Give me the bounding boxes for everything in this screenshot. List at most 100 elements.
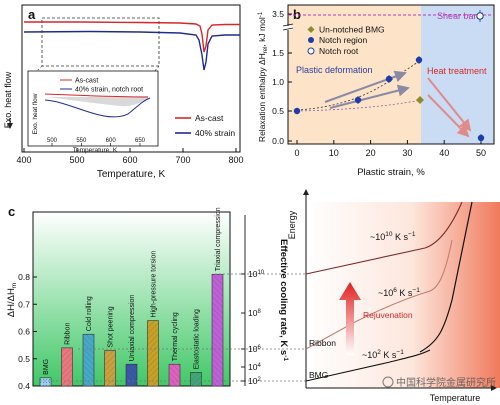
panel-b-ytick-label: 1.0 [272,77,284,87]
bar-label: Elastostatic loading [194,309,201,369]
label-1e2: ~102 K s−1 [362,349,404,360]
cooling-tick-label: 108 [248,308,261,318]
inset-legend-strain: 40% strain, notch root [75,87,143,94]
notch-root-point [476,12,484,20]
watermark-logo [382,376,394,388]
rejuvenation-arrow [339,282,361,355]
cooling-tick-label: 1010 [248,269,265,279]
panel-b-ytick-label: 1.5 [272,48,284,58]
inset-shaded-area [48,96,148,107]
bar-hatch [104,350,116,386]
label-ribbon: Ribbon [309,338,336,348]
bar-hatch [190,372,202,386]
panel-a-legend: As-cast 40% strain [175,113,235,138]
curve-as-cast [24,21,240,53]
panel-a-letter: a [28,7,36,22]
legend-notch-root-marker [307,47,315,55]
panel-a-xtick-label: 400 [16,155,31,165]
notch-root-points [476,10,484,22]
legend-40-strain-label: 40% strain [195,128,235,138]
panel-a-xtick-label: 500 [69,155,84,165]
temperature-axis-label: Temperature [430,393,481,403]
liquid-line [419,201,473,353]
legend-notch-root-label: Notch root [319,46,359,56]
inset-xtick-label: 550 [76,138,87,144]
inset-curve-as-cast [44,93,149,98]
panel-b-xtick-label: 30 [402,148,412,158]
plastic-arrow-2 [329,84,410,109]
inset-xticks: 500 550 600 650 [47,138,146,146]
curve-1e6 [305,239,453,350]
panel-b-ylabel: Relaxation enthalpy ΔHrel, kJ mol-1 [257,11,269,142]
cooling-tick-label: 104 [248,362,261,372]
panel-c-ytick-label: 0.8 [18,272,30,282]
panel-a-zoom-box [41,17,160,67]
bar-label: Thermal cycling [172,312,179,361]
panel-a-xlabel: Temperature, K [97,169,166,180]
legend-unnotched-marker [307,26,315,33]
panel-c-bars: BMG Ribbon Cold rolling Shot peening Uniaxia… [39,207,224,387]
panel-b-axis-break [282,23,294,31]
panel-b: b Relaxation enthalpy ΔHrel, kJ mol-1 Pl… [257,4,495,178]
panel-b-axis-break-gap [283,26,293,30]
panel-b-bg-right [421,5,494,144]
panel-b-ytick-label: 3.5 [272,9,284,19]
inset-frame [27,70,159,147]
inset-xlabel: Temperature, K [73,147,118,154]
panel-b-letter: b [293,7,301,22]
energy-diagram: Energy Temperature Rejuvenation ~1010 K … [287,189,500,403]
panel-a: a Exo. heat flow Temperature, K 400 500 60… [3,4,244,180]
inset-xtick-label: 650 [135,138,146,144]
watermark-text: 中国科学院金属研究所 [396,376,496,389]
panel-b-xtick-label: 20 [366,148,376,158]
panel-c-ytick-label: 0.7 [18,299,30,309]
inset-curve-strain [44,97,151,118]
notch-trend-curve [296,59,422,111]
unnotched-point-40 [416,96,424,104]
cooling-tick-label: 102 [248,376,261,386]
panel-b-frame [287,4,495,145]
legend-unnotched-label: Un-notched BMG [319,25,385,35]
bar-hatch [169,364,180,386]
unnotched-trend-curve [296,99,422,112]
cooling-axis-label: Effective cooling rate, K s-1 [278,239,289,361]
bar-label: High-pressure torsion [151,251,158,318]
bar-label: BMG [43,359,50,375]
curve-1e2 [305,349,431,382]
panel-b-ytick-label: 0.5 [272,106,284,116]
unnotched-points [416,96,424,104]
heat-arrow-2 [427,94,470,138]
panel-b-xtick-label: 40 [439,148,449,158]
inset-xtick-label: 500 [47,138,58,144]
panel-b-xlabel: Plastic strain, % [357,167,425,178]
notch-point-30 [385,75,393,83]
cooling-ticks: 102 104 106 108 1010 [241,269,265,386]
inset-legend-as-cast: As-cast [75,78,98,85]
panel-b-ytick-label: 0.0 [272,136,284,146]
panel-c-ytick-label: 0.6 [18,327,30,337]
bar-label: Shot peening [108,306,115,347]
legend-as-cast-label: As-cast [195,113,224,123]
panel-b-ticks: 0 10 20 30 40 50 0.0 0.5 1.0 1.5 3.5 [272,9,486,158]
inset-xtick-label: 600 [106,138,117,144]
notch-point-20 [354,96,362,104]
notch-point-40 [415,56,423,64]
plastic-deformation-label: Plastic deformation [296,65,373,75]
legend-notch-label: Notch region [319,35,367,45]
inset-ylabel: Exo. heat flow [32,93,39,134]
shear-band-label: Shear band [437,11,484,21]
rejuvenation-label: Rejuvenation [363,310,413,320]
watermark: 中国科学院金属研究所 [382,376,496,389]
label-1e6: ~106 K s−1 [378,287,420,298]
panel-c-yticks: 0.4 0.5 0.6 0.7 0.8 [18,272,37,391]
label-bmg: BMG [309,370,328,380]
notch-points [293,56,485,142]
bar-label: Uniaxial compression [129,295,136,362]
panel-a-xticks: 400 500 600 700 800 [16,148,244,165]
heat-treatment-label: Heat treatment [427,66,487,76]
cooling-rate-axis: 102 104 106 108 1010 Effective cooling rate,… [241,215,289,386]
panel-a-ylabel: Exo. heat flow [3,71,13,128]
panel-a-xtick-label: 600 [122,155,137,165]
curve-1e10 [305,201,463,275]
panel-b-xtick-label: 0 [294,148,299,158]
